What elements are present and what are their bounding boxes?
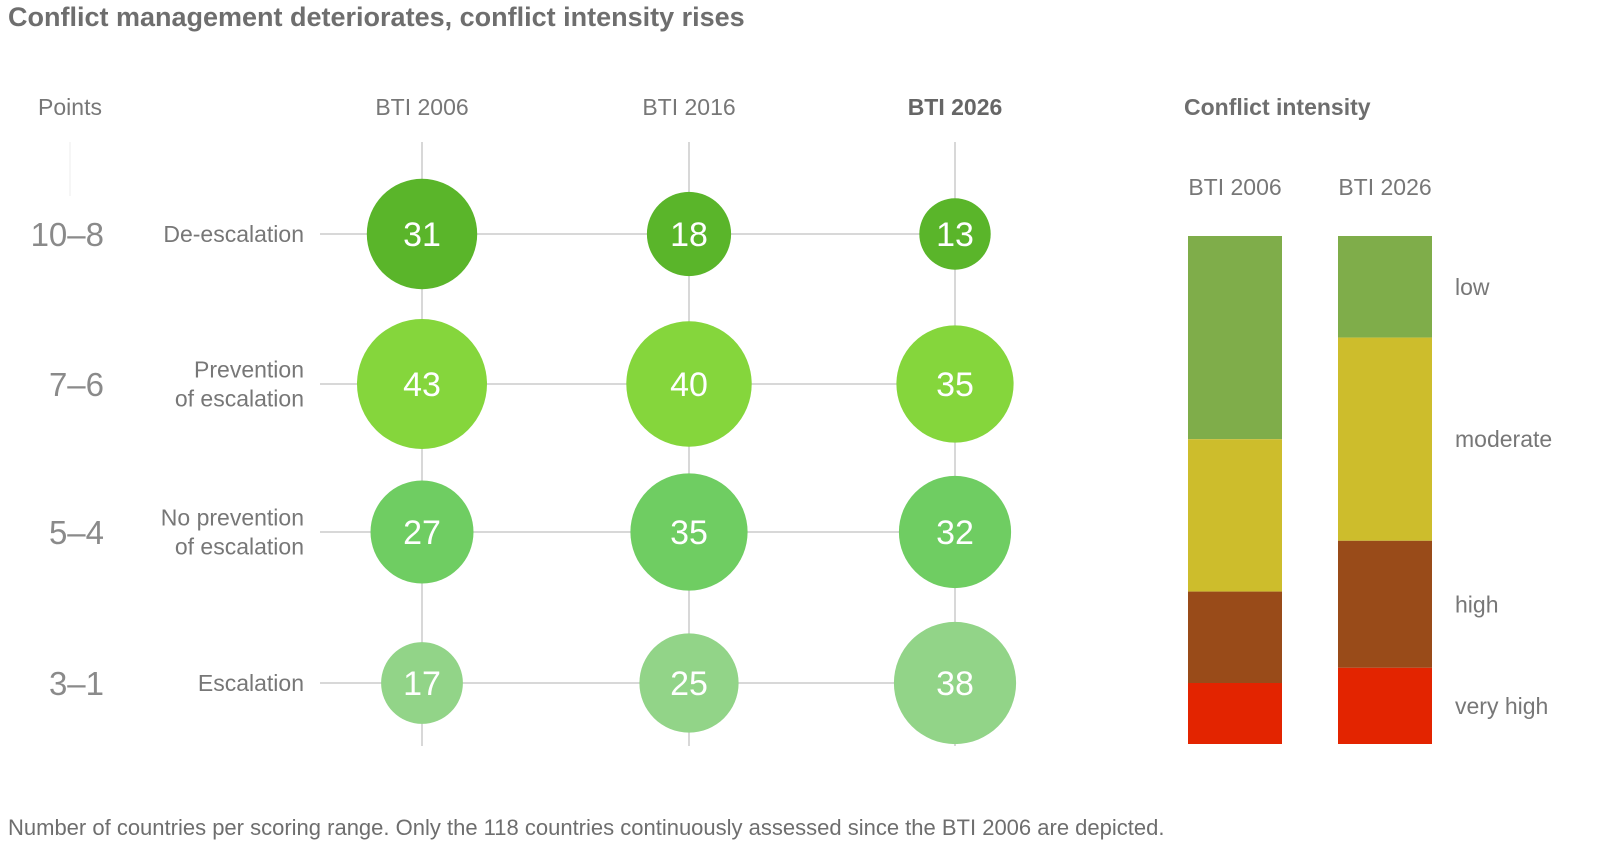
chart-title: Conflict management deteriorates, confli… bbox=[8, 2, 745, 32]
bar-segment-low-bti-2026 bbox=[1338, 236, 1432, 338]
bubble-no-prevention-of-escalation-bti-2016 bbox=[630, 473, 748, 591]
bubble-value-prevention-of-escalation-bti-2016: 40 bbox=[670, 366, 708, 404]
legend-very-high: very high bbox=[1455, 693, 1548, 719]
bubble-escalation-bti-2006 bbox=[381, 642, 463, 724]
bar-label-bti-2006: BTI 2006 bbox=[1188, 174, 1281, 200]
bubble-value-escalation-bti-2016: 25 bbox=[670, 665, 708, 703]
legend-low: low bbox=[1455, 274, 1490, 300]
conflict-intensity-bars: Conflict intensity BTI 2006 BTI 2026 low mod… bbox=[1184, 94, 1552, 744]
bubble-value-escalation-bti-2026: 38 bbox=[936, 665, 974, 703]
bubble-prevention-of-escalation-bti-2026 bbox=[896, 325, 1014, 443]
bubble-value-no-prevention-of-escalation-bti-2026: 32 bbox=[936, 514, 974, 552]
bubble-value-de-escalation-bti-2026: 13 bbox=[936, 216, 974, 254]
bar-segment-very-high-bti-2026 bbox=[1338, 667, 1432, 744]
bar-segment-moderate-bti-2006 bbox=[1188, 439, 1282, 592]
bar-segment-high-bti-2006 bbox=[1188, 591, 1282, 683]
column-header-bti-2026: BTI 2026 bbox=[908, 94, 1003, 120]
bubble-value-no-prevention-of-escalation-bti-2016: 35 bbox=[670, 514, 708, 552]
bubble-no-prevention-of-escalation-bti-2026 bbox=[898, 475, 1012, 589]
bubble-de-escalation-bti-2026 bbox=[919, 198, 991, 270]
column-header-bti-2016: BTI 2016 bbox=[642, 94, 735, 120]
bubble-value-de-escalation-bti-2016: 18 bbox=[670, 216, 708, 254]
row-label-de-escalation: De-escalation bbox=[163, 221, 304, 247]
bar-segment-moderate-bti-2026 bbox=[1338, 337, 1432, 541]
row-points-1: 10–8 bbox=[31, 216, 104, 253]
bar-label-bti-2026: BTI 2026 bbox=[1338, 174, 1431, 200]
row-points-3: 5–4 bbox=[49, 514, 104, 551]
row-label-escalation: Escalation bbox=[198, 670, 304, 696]
bubble-prevention-of-escalation-bti-2006 bbox=[357, 319, 487, 449]
y-axis-title: Points bbox=[38, 94, 102, 120]
row-label-prevention-of-escalation: Prevention of escalation bbox=[175, 357, 304, 412]
bar-segment-high-bti-2026 bbox=[1338, 540, 1432, 668]
bubble-prevention-of-escalation-bti-2016 bbox=[626, 321, 752, 447]
bubble-matrix: Points BTI 2006 BTI 2016 BTI 2026 10–8 De-esc… bbox=[31, 94, 1017, 746]
bar-segment-very-high-bti-2006 bbox=[1188, 683, 1282, 744]
legend-high: high bbox=[1455, 591, 1498, 617]
bubble-escalation-bti-2016 bbox=[639, 633, 739, 733]
bubble-de-escalation-bti-2006 bbox=[366, 178, 478, 290]
bubble-value-prevention-of-escalation-bti-2026: 35 bbox=[936, 366, 974, 404]
bubble-escalation-bti-2026 bbox=[893, 621, 1017, 745]
bubble-value-prevention-of-escalation-bti-2006: 43 bbox=[403, 366, 441, 404]
bubble-value-no-prevention-of-escalation-bti-2006: 27 bbox=[403, 514, 441, 552]
bubble-de-escalation-bti-2016 bbox=[646, 191, 732, 277]
row-points-4: 3–1 bbox=[49, 665, 104, 702]
row-label-no-prevention-of-escalation: No prevention of escalation bbox=[161, 505, 304, 560]
row-points-2: 7–6 bbox=[49, 366, 104, 403]
bubble-value-de-escalation-bti-2006: 31 bbox=[403, 216, 441, 254]
footnote: Number of countries per scoring range. O… bbox=[8, 815, 1165, 840]
bubble-no-prevention-of-escalation-bti-2006 bbox=[370, 480, 474, 584]
legend-moderate: moderate bbox=[1455, 426, 1552, 452]
conflict-intensity-title: Conflict intensity bbox=[1184, 94, 1371, 120]
bubble-value-escalation-bti-2006: 17 bbox=[403, 665, 441, 703]
bar-segment-low-bti-2006 bbox=[1188, 236, 1282, 440]
column-header-bti-2006: BTI 2006 bbox=[375, 94, 468, 120]
